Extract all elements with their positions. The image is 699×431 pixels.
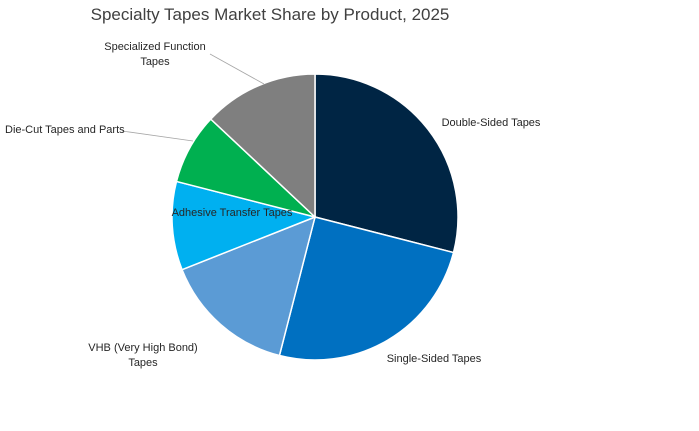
pie-slice-specialized-function-tapes — [209, 73, 316, 219]
leader-line — [121, 130, 194, 142]
slice-label: Adhesive Transfer Tapes — [172, 207, 293, 219]
slice-label: Specialized Function Tapes — [104, 41, 206, 68]
pie-slice-double-sided-tapes — [314, 73, 459, 254]
chart-title: Specialty Tapes Market Share by Product,… — [90, 5, 450, 24]
leader-line — [209, 53, 265, 85]
pie-slice-single-sided-tapes — [278, 216, 455, 361]
pie-slice-adhesive-transfer-tapes — [171, 180, 318, 271]
pie-slice-vhb-very-high-bond-tapes — [181, 215, 317, 357]
slice-label: VHB (Very High Bond) Tapes — [88, 342, 197, 369]
slice-label: Single-Sided Tapes — [387, 353, 482, 365]
slice-label: Die-Cut Tapes and Parts — [5, 124, 125, 136]
slice-label: Double-Sided Tapes — [442, 117, 541, 129]
